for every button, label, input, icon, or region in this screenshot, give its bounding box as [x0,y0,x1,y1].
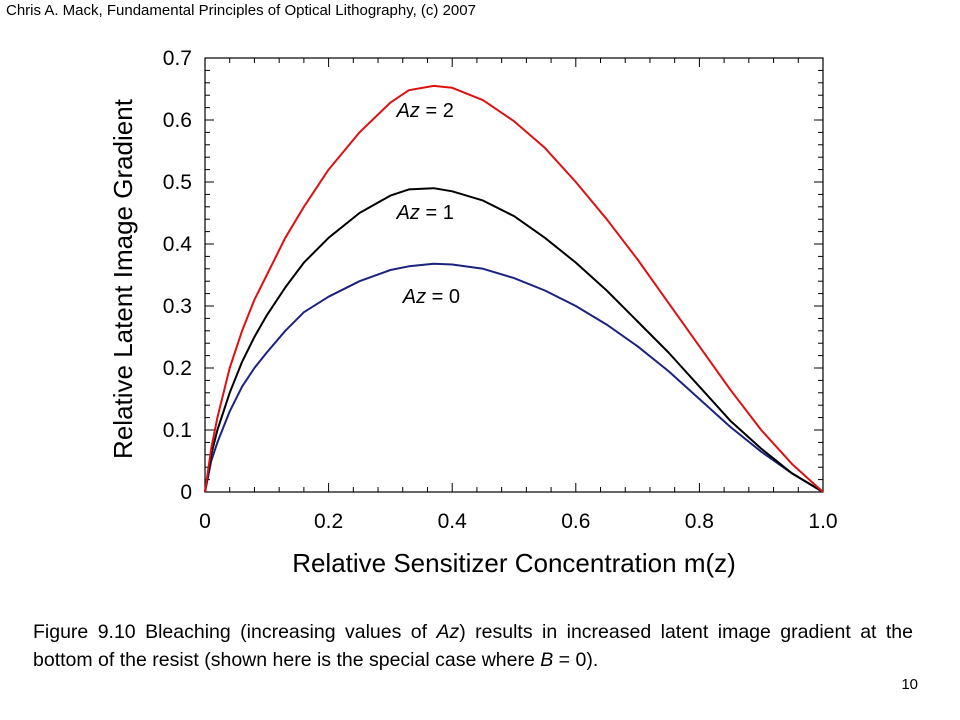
figure-caption: Figure 9.10 Bleaching (increasing values… [33,618,913,674]
y-tick-label: 0.6 [163,109,192,132]
y-tick-label: 0.7 [163,47,192,70]
series-label-rest: = 1 [420,202,454,224]
document-header: Chris A. Mack, Fundamental Principles of… [6,2,476,19]
plot-frame [204,57,824,493]
series-layer [204,84,824,493]
y-tick-label: 0.3 [163,295,192,318]
caption-text-5: = 0). [553,649,599,671]
y-tick-label: 0 [180,481,192,504]
x-tick-label: 0.2 [314,510,343,533]
y-tick-label: 0.1 [163,419,192,442]
page-number: 10 [901,676,918,693]
series-label-az-1: Az = 1 [396,202,454,224]
y-tick-label: 0.4 [163,233,193,256]
series-line-az-1 [204,187,824,493]
series-label-italic: Az [402,286,426,308]
y-axis-ticks: 0 0.1 0.2 0.3 0.4 0.5 0.6 0.7 [163,47,823,504]
x-tick-label: 0.6 [561,510,590,533]
series-label-az-2: Az = 2 [396,100,454,122]
curve-labels: Az = 0Az = 1Az = 2 [396,100,460,308]
series-line-az-0 [204,262,824,493]
caption-text-2: Az [436,621,460,643]
x-tick-label: 1.0 [808,510,837,533]
series-label-italic: Az [396,202,420,224]
caption-text-3: ) results in increased latent image grad… [33,621,913,671]
y-tick-label: 0.5 [163,171,192,194]
y-tick-label: 0.2 [163,357,192,380]
series-label-rest: = 2 [420,100,454,122]
chart: 0 0.2 0.4 0.6 0.8 1.0 00.10.20.30.40.50.60.7 … [108,47,838,578]
x-tick-label: 0 [199,510,211,533]
x-axis-title: Relative Sensitizer Concentration m(z) [292,548,736,578]
x-tick-label: 0.4 [438,510,468,533]
caption-text-1: Figure 9.10 Bleaching (increasing values… [33,621,437,643]
series-line-az-2 [204,84,824,493]
series-label-az-0: Az = 0 [402,286,460,308]
series-label-italic: Az [396,100,420,122]
caption-text-4: B [540,649,554,671]
x-tick-label: 0.8 [685,510,714,533]
y-axis-title: Relative Latent Image Gradient [108,98,138,459]
x-axis-ticks: 0 0.2 0.4 0.6 0.8 1.0 [199,58,838,533]
series-label-rest: = 0 [426,286,460,308]
